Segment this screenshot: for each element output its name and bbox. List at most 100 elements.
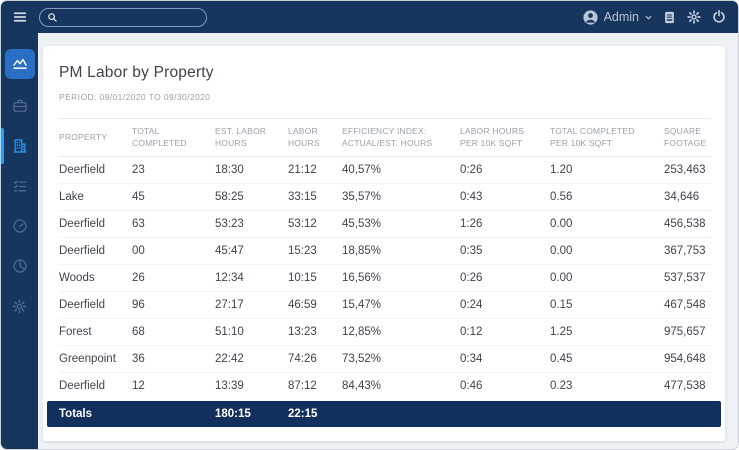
column-header: LABOR HOURS xyxy=(288,118,342,157)
table-cell: 0.45 xyxy=(550,345,664,373)
search-box[interactable] xyxy=(39,7,207,27)
report-period: PERIOD: 09/01/2020 TO 09/30/2020 xyxy=(59,92,211,102)
search-input[interactable] xyxy=(62,10,199,24)
report-card: PM Labor by Property PERIOD: 09/01/2020 … xyxy=(43,46,725,441)
table-cell: 53:12 xyxy=(288,210,342,238)
table-cell: 23 xyxy=(132,156,215,184)
table-cell: 253,463 xyxy=(664,156,711,184)
table-cell: 954,648 xyxy=(664,345,711,373)
table-cell: 15:23 xyxy=(288,237,342,265)
table-cell: 537,537 xyxy=(664,264,711,292)
table-row: Deerfield 96 27:17 46:59 15,47% 0:24 0.15 467,5… xyxy=(59,291,711,319)
sidebar-item-checklist[interactable] xyxy=(1,166,38,206)
table-cell: 0.00 xyxy=(550,237,664,265)
table-cell: 53:23 xyxy=(215,210,288,238)
table-cell: 45:47 xyxy=(215,237,288,265)
checklist-icon xyxy=(11,177,29,195)
sidebar-item-reports[interactable] xyxy=(1,42,38,86)
table-cell: 13:23 xyxy=(288,318,342,346)
table-cell: 34,646 xyxy=(664,183,711,211)
gear-icon xyxy=(686,9,702,25)
reports-log-button[interactable] xyxy=(662,10,677,25)
table-cell: 36 xyxy=(132,345,215,373)
column-header: EST. LABOR HOURS xyxy=(215,118,288,157)
table-cell: 35,57% xyxy=(342,183,460,211)
totals-cell xyxy=(132,401,215,427)
table-cell: 63 xyxy=(132,210,215,238)
table-cell: 26 xyxy=(132,264,215,292)
table-cell: 975,657 xyxy=(664,318,711,346)
table-cell: 84,43% xyxy=(342,379,382,392)
sidebar xyxy=(1,33,38,449)
table-cell: 58:25 xyxy=(215,183,288,211)
menu-icon xyxy=(11,8,29,26)
table-cell: 0.23 xyxy=(550,379,573,392)
table-cell: 12:34 xyxy=(215,264,288,292)
table-cell: 00 xyxy=(132,237,215,265)
avatar xyxy=(582,9,599,26)
column-header: LABOR HOURS PER 10K SQFT xyxy=(460,118,550,157)
settings-button[interactable] xyxy=(686,9,702,25)
table-cell: 477,538 xyxy=(664,379,706,392)
totals-row: Totals 180:15 22:15 xyxy=(59,401,711,427)
column-header: PROPERTY xyxy=(59,118,132,157)
table-cell: 467,548 xyxy=(664,291,711,319)
table-cell: Greenpoint xyxy=(59,345,132,373)
table-cell: Deerfield xyxy=(59,156,132,184)
logout-button[interactable] xyxy=(711,9,727,25)
table-cell: 96 xyxy=(132,291,215,319)
topbar-actions: Admin xyxy=(582,9,738,26)
menu-button[interactable] xyxy=(1,1,38,33)
sidebar-item-properties[interactable] xyxy=(1,126,38,166)
search-icon xyxy=(47,12,58,23)
column-header: TOTAL COMPLETED PER 10K SQFT xyxy=(550,118,664,157)
sidebar-item-settings[interactable] xyxy=(1,286,38,326)
gear-icon xyxy=(11,298,28,315)
table-cell: 33:15 xyxy=(288,183,342,211)
user-name: Admin xyxy=(603,10,639,24)
table-cell: 1:26 xyxy=(460,210,550,238)
table-cell: 0:26 xyxy=(460,264,550,292)
table-cell: 0:35 xyxy=(460,237,550,265)
table-cell: 13:39 xyxy=(215,379,244,392)
table-cell: 367,753 xyxy=(664,237,711,265)
sidebar-item-gauge[interactable] xyxy=(1,206,38,246)
table-cell: 0.00 xyxy=(550,264,664,292)
table-cell: Deerfield xyxy=(59,291,132,319)
table-cell: 0:24 xyxy=(460,291,550,319)
table-cell: 15,47% xyxy=(342,291,460,319)
table-cell: 18:30 xyxy=(215,156,288,184)
user-menu[interactable]: Admin xyxy=(582,9,653,26)
table-cell: 21:12 xyxy=(288,156,342,184)
table-row: Deerfield 00 45:47 15:23 18,85% 0:35 0.00 367,7… xyxy=(59,237,711,265)
table-cell: 0:26 xyxy=(460,156,550,184)
table-cell: 16,56% xyxy=(342,264,460,292)
table-cell: 12 xyxy=(132,379,145,392)
table-cell: 0:46 xyxy=(460,379,483,392)
column-header: SQUARE FOOTAGE xyxy=(664,118,711,157)
column-header: TOTAL COMPLETED xyxy=(132,118,215,157)
totals-cell: Totals xyxy=(59,407,93,420)
table-cell: Deerfield xyxy=(59,237,132,265)
table-cell: 0:34 xyxy=(460,345,550,373)
totals-cell xyxy=(342,401,460,427)
page-title: PM Labor by Property xyxy=(59,64,214,81)
sidebar-item-briefcase[interactable] xyxy=(1,86,38,126)
table-body: Deerfield 23 18:30 21:12 40,57% 0:26 1.20 253,4… xyxy=(59,156,711,399)
building-icon xyxy=(11,137,29,155)
table-row: Deerfield 23 18:30 21:12 40,57% 0:26 1.20 253,4… xyxy=(59,156,711,184)
table-cell: 46:59 xyxy=(288,291,342,319)
sidebar-item-pie-chart[interactable] xyxy=(1,246,38,286)
column-header: EFFICIENCY INDEX: ACTUAL/EST. HOURS xyxy=(342,118,460,157)
table-cell: 74:26 xyxy=(288,345,342,373)
totals-cell xyxy=(550,401,664,427)
totals-bar: Totals 180:15 22:15 xyxy=(47,400,721,427)
table-cell: 0.00 xyxy=(550,210,664,238)
table-cell: 0.15 xyxy=(550,291,664,319)
totals-cell xyxy=(460,401,550,427)
table-row: Greenpoint 36 22:42 74:26 73,52% 0:34 0.45 954,… xyxy=(59,345,711,373)
table-cell: Deerfield xyxy=(59,210,132,238)
totals-cell: 180:15 xyxy=(215,407,251,420)
totals-table: Totals 180:15 22:15 xyxy=(59,401,711,427)
caret-down-icon xyxy=(644,13,653,22)
